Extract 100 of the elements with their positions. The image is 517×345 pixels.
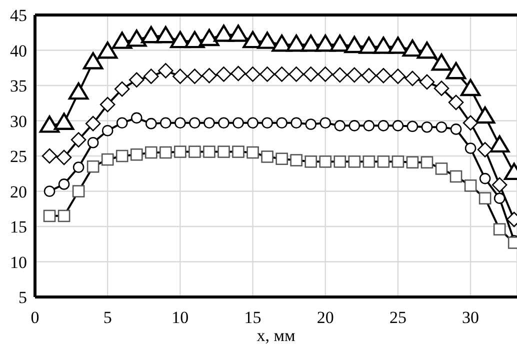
point [303, 66, 318, 82]
point [474, 106, 496, 124]
x-tick-label: 20 [316, 308, 334, 328]
point [436, 121, 448, 133]
y-tick-label: 10 [10, 252, 27, 272]
point [334, 155, 346, 168]
point [174, 117, 186, 129]
point [420, 156, 434, 168]
point [101, 153, 114, 166]
point [85, 116, 101, 132]
point [460, 78, 481, 96]
point [116, 150, 128, 162]
point [419, 74, 435, 90]
y-tick-label: 5 [18, 288, 27, 308]
point [392, 155, 404, 168]
point [72, 162, 84, 173]
point [261, 150, 274, 163]
point [260, 66, 275, 82]
point [334, 120, 346, 132]
point [348, 120, 360, 132]
point [290, 154, 302, 166]
point [245, 66, 260, 82]
point [346, 67, 362, 83]
x-axis-title: x, мм [256, 326, 296, 345]
point [406, 120, 418, 132]
point [300, 34, 321, 52]
point [392, 120, 404, 132]
point [218, 146, 230, 158]
point [204, 117, 215, 129]
point [288, 66, 304, 82]
y-tick-label: 35 [10, 76, 27, 96]
point [262, 117, 273, 129]
point [39, 116, 60, 133]
point [56, 150, 72, 166]
point [145, 118, 157, 130]
x-tick-label: 25 [389, 308, 406, 328]
point [44, 186, 56, 197]
point [158, 63, 174, 78]
point [128, 72, 144, 88]
point [174, 146, 186, 158]
point [377, 155, 390, 168]
point [188, 146, 201, 158]
point [320, 117, 332, 129]
point [416, 42, 438, 59]
point [464, 142, 476, 154]
point [114, 81, 130, 97]
y-tick-label: 20 [10, 182, 27, 202]
x-tick-label: 15 [244, 308, 262, 328]
point [43, 210, 56, 222]
point [448, 94, 464, 110]
point [247, 117, 258, 129]
point [230, 66, 246, 82]
point [376, 68, 392, 84]
point [450, 170, 462, 183]
point [404, 70, 420, 86]
point [58, 210, 70, 222]
point [143, 68, 159, 84]
point [184, 30, 205, 48]
point [112, 32, 132, 49]
point [156, 26, 176, 44]
x-tick-label: 5 [103, 308, 112, 328]
y-tick-label: 40 [10, 41, 27, 60]
point [82, 52, 104, 70]
point [216, 66, 232, 82]
point [97, 42, 118, 59]
point [214, 24, 234, 42]
point [87, 136, 99, 148]
y-tick-label: 45 [10, 6, 27, 26]
point [390, 68, 406, 84]
point [478, 192, 492, 204]
point [274, 66, 290, 82]
point [378, 120, 390, 132]
point [464, 179, 477, 192]
point [199, 28, 220, 46]
point [228, 24, 248, 42]
point [290, 117, 302, 129]
point [479, 172, 491, 184]
point [100, 96, 116, 112]
y-tick-label: 30 [10, 112, 27, 131]
point [304, 155, 317, 168]
point [489, 135, 510, 153]
point [218, 117, 230, 129]
point [362, 155, 376, 168]
point [494, 192, 506, 204]
point [172, 68, 188, 84]
point [202, 68, 217, 84]
point [102, 124, 114, 136]
point [276, 152, 288, 165]
x-tick-label: 0 [30, 308, 40, 328]
point [421, 121, 433, 133]
point [72, 185, 85, 198]
point [406, 156, 419, 168]
point [431, 54, 452, 71]
point [477, 142, 493, 158]
point [246, 146, 259, 159]
point [315, 34, 336, 52]
point [276, 117, 288, 129]
point [319, 155, 332, 168]
point [141, 26, 162, 44]
point [318, 66, 334, 82]
